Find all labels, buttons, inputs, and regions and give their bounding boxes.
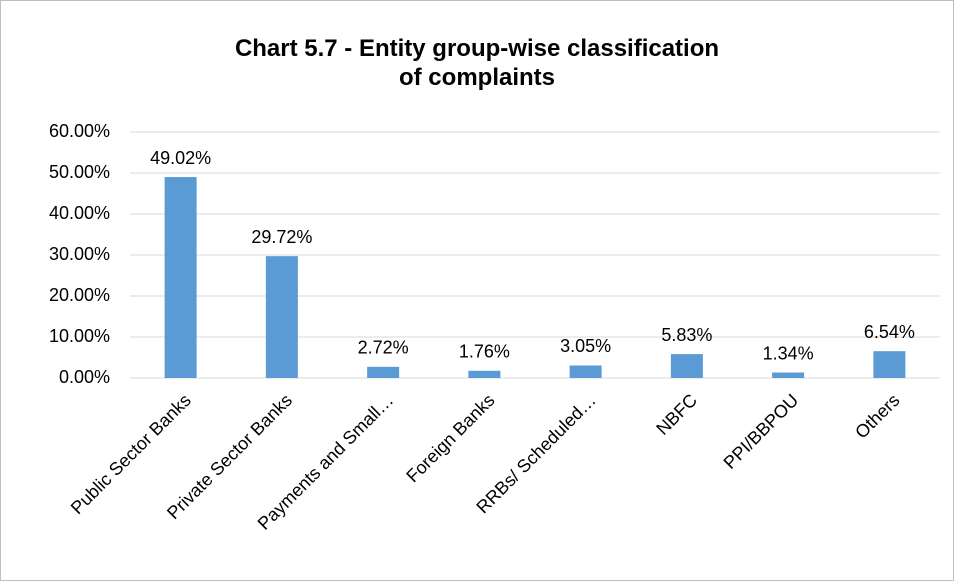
data-label: 2.72% <box>358 338 409 358</box>
data-label: 3.05% <box>560 336 611 356</box>
bar <box>367 366 400 378</box>
data-label: 5.83% <box>661 325 712 345</box>
y-tick-label: 0.00% <box>59 367 110 387</box>
chart-title: Chart 5.7 - Entity group-wise classifica… <box>234 35 720 91</box>
y-tick-label: 10.00% <box>49 326 110 346</box>
bar <box>873 351 906 378</box>
y-tick-label: 20.00% <box>49 285 110 305</box>
bar <box>164 177 197 378</box>
data-label: 1.34% <box>763 343 814 363</box>
data-label: 6.54% <box>864 322 915 342</box>
data-label: 1.76% <box>459 342 510 362</box>
bar <box>265 256 298 378</box>
y-tick-label: 60.00% <box>49 121 110 141</box>
bar <box>670 354 703 378</box>
bar <box>569 365 602 378</box>
bar <box>468 370 501 378</box>
y-tick-label: 40.00% <box>49 203 110 223</box>
data-label: 49.02% <box>150 148 211 168</box>
data-label: 29.72% <box>251 227 312 247</box>
y-tick-label: 30.00% <box>49 244 110 264</box>
y-tick-label: 50.00% <box>49 162 110 182</box>
bar <box>772 372 805 378</box>
